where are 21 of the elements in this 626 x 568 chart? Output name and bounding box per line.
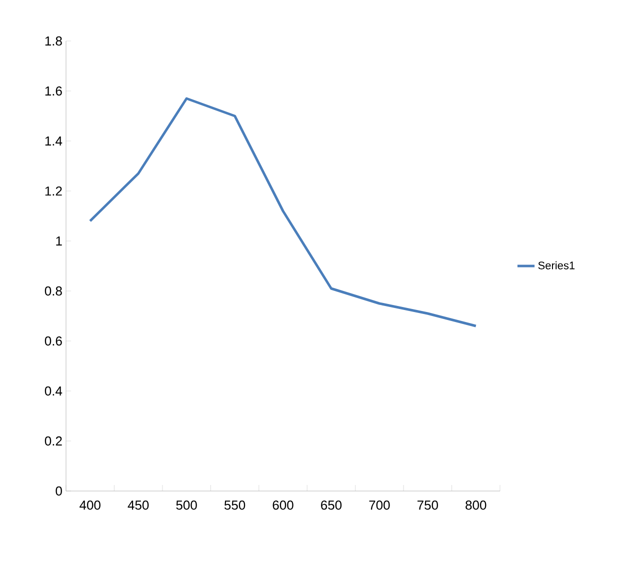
x-tick-label: 500 [176, 500, 197, 510]
x-tick-label: 600 [272, 500, 294, 510]
y-tick-label: 1 [56, 236, 62, 246]
y-tick-label: 0.2 [44, 436, 62, 446]
y-tick-label: 0.8 [44, 286, 62, 296]
y-tick-label: 0.4 [44, 386, 62, 396]
legend-label: Series1 [538, 261, 575, 270]
y-tick-label: 1.4 [45, 136, 62, 146]
x-tick-label: 800 [466, 500, 486, 510]
y-tick-label: 1.2 [45, 186, 62, 196]
x-tick-label: 700 [369, 500, 390, 510]
x-tick-label: 400 [80, 500, 100, 510]
x-tick-label: 650 [321, 500, 342, 510]
y-tick-label: 1.6 [45, 86, 62, 96]
x-tick-label: 550 [224, 500, 246, 510]
x-tick-label: 750 [417, 500, 438, 510]
x-tick-label: 450 [128, 500, 149, 510]
y-tick-label: 0 [56, 486, 62, 496]
y-tick-label: 0.6 [44, 336, 62, 346]
y-tick-label: 1.8 [45, 36, 62, 46]
line-series [88, 97, 478, 328]
